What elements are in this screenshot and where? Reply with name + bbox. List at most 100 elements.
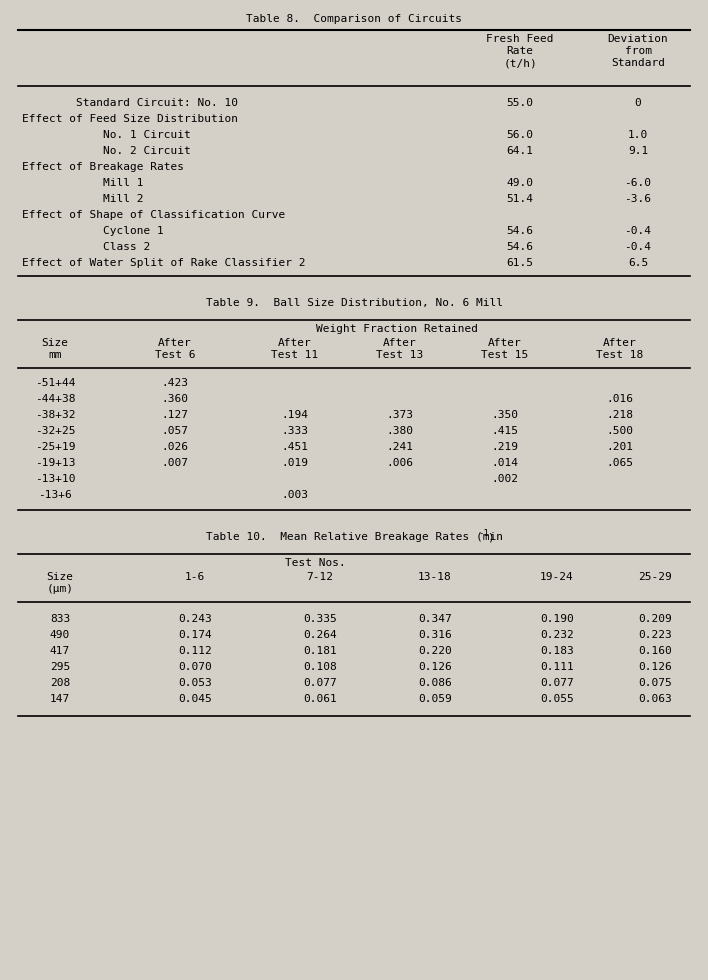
Text: 490: 490 xyxy=(50,630,70,640)
Text: 0.061: 0.061 xyxy=(303,694,337,704)
Text: Table 10.  Mean Relative Breakage Rates (min: Table 10. Mean Relative Breakage Rates (… xyxy=(205,532,503,542)
Text: 0.077: 0.077 xyxy=(540,678,574,688)
Text: 0.075: 0.075 xyxy=(638,678,672,688)
Text: 0.190: 0.190 xyxy=(540,614,574,624)
Text: 1.0: 1.0 xyxy=(628,130,648,140)
Text: 0.347: 0.347 xyxy=(418,614,452,624)
Text: After: After xyxy=(488,338,522,348)
Text: .423: .423 xyxy=(161,378,188,388)
Text: 19-24: 19-24 xyxy=(540,572,574,582)
Text: 0.232: 0.232 xyxy=(540,630,574,640)
Text: -25+19: -25+19 xyxy=(35,442,75,452)
Text: .241: .241 xyxy=(387,442,413,452)
Text: 208: 208 xyxy=(50,678,70,688)
Text: 0.183: 0.183 xyxy=(540,646,574,656)
Text: .002: .002 xyxy=(491,474,518,484)
Text: Class 2: Class 2 xyxy=(22,242,150,252)
Text: Effect of Water Split of Rake Classifier 2: Effect of Water Split of Rake Classifier… xyxy=(22,258,305,268)
Text: 0.223: 0.223 xyxy=(638,630,672,640)
Text: Table 9.  Ball Size Distribution, No. 6 Mill: Table 9. Ball Size Distribution, No. 6 M… xyxy=(205,298,503,308)
Text: -1: -1 xyxy=(478,529,489,538)
Text: After: After xyxy=(383,338,417,348)
Text: -44+38: -44+38 xyxy=(35,394,75,404)
Text: 0.055: 0.055 xyxy=(540,694,574,704)
Text: Cyclone 1: Cyclone 1 xyxy=(22,226,164,236)
Text: -13+6: -13+6 xyxy=(38,490,72,500)
Text: .065: .065 xyxy=(607,458,634,468)
Text: (μm): (μm) xyxy=(47,584,74,594)
Text: 417: 417 xyxy=(50,646,70,656)
Text: Test 13: Test 13 xyxy=(377,350,423,360)
Text: No. 2 Circuit: No. 2 Circuit xyxy=(22,146,190,156)
Text: ): ) xyxy=(487,532,494,542)
Text: .014: .014 xyxy=(491,458,518,468)
Text: 25-29: 25-29 xyxy=(638,572,672,582)
Text: 13-18: 13-18 xyxy=(418,572,452,582)
Text: Test 11: Test 11 xyxy=(271,350,319,360)
Text: 0.112: 0.112 xyxy=(178,646,212,656)
Text: .350: .350 xyxy=(491,410,518,420)
Text: .026: .026 xyxy=(161,442,188,452)
Text: Test 15: Test 15 xyxy=(481,350,529,360)
Text: mm: mm xyxy=(48,350,62,360)
Text: .127: .127 xyxy=(161,410,188,420)
Text: Mill 1: Mill 1 xyxy=(22,178,144,188)
Text: -32+25: -32+25 xyxy=(35,426,75,436)
Text: 1-6: 1-6 xyxy=(185,572,205,582)
Text: 0.077: 0.077 xyxy=(303,678,337,688)
Text: .415: .415 xyxy=(491,426,518,436)
Text: .360: .360 xyxy=(161,394,188,404)
Text: 0.045: 0.045 xyxy=(178,694,212,704)
Text: Standard: Standard xyxy=(611,58,665,68)
Text: 0.335: 0.335 xyxy=(303,614,337,624)
Text: 0.070: 0.070 xyxy=(178,662,212,672)
Text: Test 6: Test 6 xyxy=(155,350,195,360)
Text: .019: .019 xyxy=(282,458,309,468)
Text: 0.126: 0.126 xyxy=(638,662,672,672)
Text: Size: Size xyxy=(42,338,69,348)
Text: 0.086: 0.086 xyxy=(418,678,452,688)
Text: 0.316: 0.316 xyxy=(418,630,452,640)
Text: -6.0: -6.0 xyxy=(624,178,651,188)
Text: -13+10: -13+10 xyxy=(35,474,75,484)
Text: 0.063: 0.063 xyxy=(638,694,672,704)
Text: .057: .057 xyxy=(161,426,188,436)
Text: 55.0: 55.0 xyxy=(506,98,534,108)
Text: .380: .380 xyxy=(387,426,413,436)
Text: 0.209: 0.209 xyxy=(638,614,672,624)
Text: 0.264: 0.264 xyxy=(303,630,337,640)
Text: 54.6: 54.6 xyxy=(506,226,534,236)
Text: 54.6: 54.6 xyxy=(506,242,534,252)
Text: (t/h): (t/h) xyxy=(503,58,537,68)
Text: .201: .201 xyxy=(607,442,634,452)
Text: 0.243: 0.243 xyxy=(178,614,212,624)
Text: 0.174: 0.174 xyxy=(178,630,212,640)
Text: .194: .194 xyxy=(282,410,309,420)
Text: 61.5: 61.5 xyxy=(506,258,534,268)
Text: -0.4: -0.4 xyxy=(624,226,651,236)
Text: 147: 147 xyxy=(50,694,70,704)
Text: No. 1 Circuit: No. 1 Circuit xyxy=(22,130,190,140)
Text: Effect of Shape of Classification Curve: Effect of Shape of Classification Curve xyxy=(22,210,285,220)
Text: Fresh Feed: Fresh Feed xyxy=(486,34,554,44)
Text: 56.0: 56.0 xyxy=(506,130,534,140)
Text: .003: .003 xyxy=(282,490,309,500)
Text: Standard Circuit: No. 10: Standard Circuit: No. 10 xyxy=(22,98,238,108)
Text: Mill 2: Mill 2 xyxy=(22,194,144,204)
Text: 295: 295 xyxy=(50,662,70,672)
Text: .006: .006 xyxy=(387,458,413,468)
Text: 0.126: 0.126 xyxy=(418,662,452,672)
Text: -0.4: -0.4 xyxy=(624,242,651,252)
Text: .219: .219 xyxy=(491,442,518,452)
Text: 0.160: 0.160 xyxy=(638,646,672,656)
Text: -38+32: -38+32 xyxy=(35,410,75,420)
Text: 51.4: 51.4 xyxy=(506,194,534,204)
Text: from: from xyxy=(624,46,651,56)
Text: Test 18: Test 18 xyxy=(596,350,644,360)
Text: -3.6: -3.6 xyxy=(624,194,651,204)
Text: .007: .007 xyxy=(161,458,188,468)
Text: After: After xyxy=(278,338,312,348)
Text: Weight Fraction Retained: Weight Fraction Retained xyxy=(316,324,479,334)
Text: 833: 833 xyxy=(50,614,70,624)
Text: .500: .500 xyxy=(607,426,634,436)
